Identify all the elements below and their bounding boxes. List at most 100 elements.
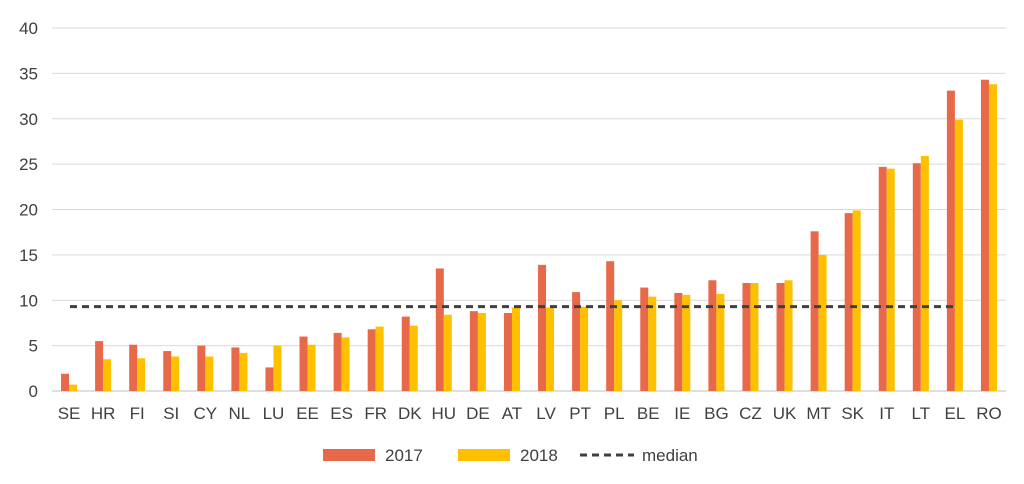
bar-2017-SE: [61, 373, 70, 391]
y-tick-label: 5: [29, 337, 38, 356]
bars: [61, 79, 997, 392]
x-tick-label: BE: [637, 404, 660, 423]
x-tick-label: NL: [229, 404, 251, 423]
bar-2017-IE: [674, 292, 683, 391]
y-tick-label: 35: [19, 64, 38, 83]
bar-2017-DK: [401, 316, 410, 391]
x-tick-label: PT: [569, 404, 591, 423]
y-tick-label: 20: [19, 201, 38, 220]
bar-2017-PT: [572, 292, 581, 391]
bar-2017-HU: [435, 268, 444, 391]
bar-2018-NL: [239, 352, 248, 391]
x-tick-label: LU: [263, 404, 285, 423]
x-tick-label: MT: [806, 404, 831, 423]
x-tick-label: AT: [502, 404, 522, 423]
x-tick-label: DK: [398, 404, 422, 423]
x-tick-label: BG: [704, 404, 729, 423]
bar-2017-BG: [708, 280, 717, 391]
x-tick-label: LV: [536, 404, 556, 423]
bar-2018-EL: [954, 119, 963, 391]
bar-2017-UK: [776, 283, 785, 391]
bar-2017-RO: [980, 79, 989, 391]
bar-2018-HR: [103, 359, 112, 391]
bar-2018-AT: [511, 307, 520, 391]
y-tick-label: 25: [19, 155, 38, 174]
y-axis-tick-labels: 0 5 10 15 20 25 30 35 40: [19, 19, 38, 401]
legend-swatch-2017: [323, 449, 375, 461]
bar-2018-SE: [69, 384, 78, 391]
bar-2017-EL: [946, 90, 955, 392]
x-tick-label: ES: [330, 404, 353, 423]
x-tick-label: DE: [466, 404, 490, 423]
bar-2017-LT: [912, 163, 921, 391]
bar-2017-DE: [469, 311, 478, 391]
bar-2018-LU: [273, 345, 282, 391]
bar-2017-CZ: [742, 283, 751, 391]
legend-label-2017: 2017: [385, 446, 423, 465]
x-tick-label: EL: [944, 404, 965, 423]
bar-2017-ES: [333, 332, 342, 391]
bar-2018-SI: [171, 356, 180, 391]
x-tick-label: SE: [58, 404, 81, 423]
y-tick-label: 10: [19, 291, 38, 310]
bar-2017-LU: [265, 367, 274, 391]
bar-2017-MT: [810, 231, 819, 391]
bar-2018-LV: [546, 307, 555, 391]
bar-2018-SK: [852, 210, 861, 391]
bar-2018-UK: [784, 280, 793, 391]
bar-2017-NL: [231, 347, 240, 391]
bar-2017-AT: [503, 312, 512, 391]
y-tick-label: 15: [19, 246, 38, 265]
y-tick-label: 40: [19, 19, 38, 38]
bar-2018-FR: [375, 326, 384, 391]
bar-2017-FI: [129, 344, 138, 391]
bar-2018-CY: [205, 356, 214, 391]
gridlines: [52, 27, 1006, 392]
bar-2018-DK: [409, 325, 418, 391]
bar-2017-CY: [197, 345, 206, 391]
bar-2017-IT: [878, 166, 887, 391]
x-tick-label: FR: [364, 404, 387, 423]
x-tick-label: CZ: [739, 404, 762, 423]
x-tick-label: SI: [163, 404, 179, 423]
x-axis-tick-labels: SE HR FI SI CY NL LU EE ES FR DK HU DE AT LV PT PL BE IE BG…: [58, 404, 1002, 423]
bar-2018-IT: [886, 168, 895, 391]
bar-2017-SI: [163, 351, 172, 391]
bar-2018-HU: [443, 314, 452, 391]
bar-2017-BE: [640, 287, 649, 391]
x-tick-label: SK: [841, 404, 864, 423]
x-tick-label: UK: [773, 404, 797, 423]
bar-2018-CZ: [750, 283, 759, 391]
bar-2017-LV: [538, 264, 547, 391]
x-tick-label: HR: [91, 404, 116, 423]
x-tick-label: CY: [194, 404, 218, 423]
legend-label-median: median: [642, 446, 698, 465]
bar-2018-IE: [682, 294, 691, 391]
x-tick-label: FI: [130, 404, 145, 423]
bar-2017-FR: [367, 329, 376, 391]
x-tick-label: PL: [604, 404, 625, 423]
x-tick-label: EE: [296, 404, 319, 423]
bar-2017-HR: [95, 341, 104, 391]
bar-2017-SK: [844, 213, 853, 391]
bar-2018-EE: [307, 344, 316, 391]
bar-2018-ES: [341, 337, 350, 391]
y-tick-label: 0: [29, 382, 38, 401]
legend-swatch-2018: [458, 449, 510, 461]
bar-2018-RO: [988, 84, 997, 391]
bar-2018-BE: [648, 296, 657, 391]
x-tick-label: IT: [879, 404, 894, 423]
x-tick-label: HU: [432, 404, 457, 423]
bar-2018-FI: [137, 358, 146, 391]
bar-2018-MT: [818, 254, 827, 391]
bar-2018-BG: [716, 293, 725, 391]
bar-2018-PT: [580, 306, 589, 391]
bar-2018-DE: [477, 312, 486, 391]
bar-2017-PL: [606, 261, 615, 391]
legend-label-2018: 2018: [520, 446, 558, 465]
bar-2018-LT: [920, 155, 929, 391]
legend: 2017 2018 median: [323, 446, 698, 465]
x-tick-label: RO: [976, 404, 1002, 423]
